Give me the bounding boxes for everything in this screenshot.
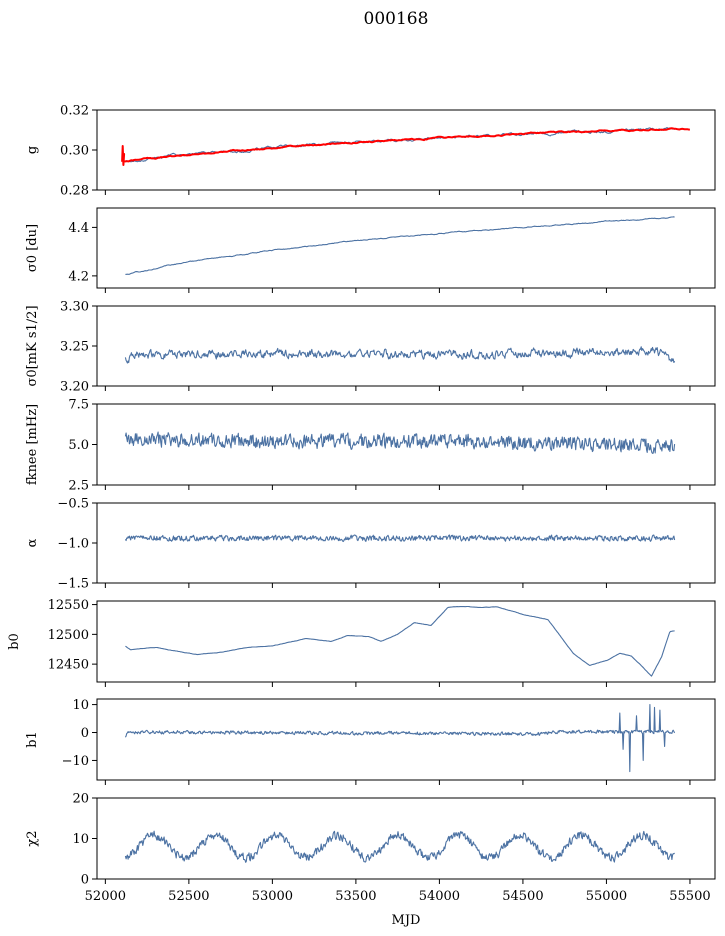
y-tick-label: 12550 <box>48 598 89 613</box>
panel-g: 0.28 0.30 0.32 g <box>25 104 716 199</box>
y-tick-label: 7.5 <box>68 398 89 413</box>
y-tick-label: 10 <box>72 698 89 713</box>
axes-frame-sigma0_du <box>96 207 716 289</box>
x-axis: 52000 52500 53000 53500 54000 54500 55000 55500 <box>85 889 711 904</box>
y-axis-label-sigma0_mks: σ0[mK s1/2] <box>25 305 40 386</box>
y-tick-label: 0.30 <box>60 144 89 159</box>
y-tick-label: 4.2 <box>68 269 89 284</box>
x-tick-label: 54500 <box>502 889 543 904</box>
y-tick-label: 3.20 <box>60 380 89 395</box>
y-tick-label: 20 <box>72 792 89 807</box>
y-tick-label: −1.5 <box>57 577 89 592</box>
x-axis-label: MJD <box>392 913 421 928</box>
axes-frame-alpha <box>96 502 716 584</box>
y-tick-label: −0.5 <box>57 497 89 512</box>
y-tick-label: 3.25 <box>60 340 89 355</box>
x-tick-label: 53500 <box>335 889 376 904</box>
x-tick-label: 55500 <box>669 889 710 904</box>
y-axis-label-alpha: α <box>25 538 40 547</box>
x-tick-label: 52000 <box>85 889 126 904</box>
series-line-alpha <box>124 534 676 543</box>
y-tick-label: 0 <box>81 726 89 741</box>
y-axis-label-b0: b0 <box>7 633 22 650</box>
series-line-chi2 <box>124 830 675 863</box>
x-tick-label: 54000 <box>419 889 460 904</box>
y-axis-label-g: g <box>25 146 40 154</box>
y-axis-label-b1: b1 <box>25 731 40 748</box>
y-tick-label: 0.32 <box>60 104 89 119</box>
series-line-b1 <box>124 704 676 773</box>
y-tick-label: −1.0 <box>57 537 89 552</box>
y-tick-label: 12500 <box>48 628 89 643</box>
series-line-fknee <box>124 431 676 454</box>
axes-frame-b0 <box>96 600 716 683</box>
y-tick-label: 0.28 <box>60 184 89 199</box>
axes-frame-b1 <box>96 698 716 781</box>
panels: 0.28 0.30 0.32 g 4.2 4.4 σ0 [du] 3.20 3.25 3.30 σ0… <box>7 104 716 888</box>
series-line-g <box>125 127 675 163</box>
x-tick-label: 52500 <box>168 889 209 904</box>
series-line-sigma0_du <box>125 216 675 275</box>
fit-line-g <box>121 127 690 166</box>
series-line-sigma0_mks <box>124 346 676 364</box>
panel-fknee: 2.5 5.0 7.5 fknee [mHz] <box>25 398 716 494</box>
panel-b1: −10 0 10 b1 <box>25 698 716 785</box>
y-tick-label: 12450 <box>48 658 89 673</box>
y-tick-label: 10 <box>72 832 89 847</box>
y-tick-label: −10 <box>62 754 89 769</box>
y-axis-label-chi2: χ2 <box>25 830 40 846</box>
panel-sigma0_mks: 3.20 3.25 3.30 σ0[mK s1/2] <box>25 300 716 395</box>
panel-b0: 12450 12500 12550 b0 <box>7 598 716 687</box>
x-tick-label: 55000 <box>586 889 627 904</box>
y-axis-label-fknee: fknee [mHz] <box>25 404 40 485</box>
axes-frame-g <box>96 109 716 191</box>
y-tick-label: 4.4 <box>68 221 89 236</box>
panel-sigma0_du: 4.2 4.4 σ0 [du] <box>25 207 716 293</box>
axes-frame-sigma0_mks <box>96 305 716 387</box>
series-line-b0 <box>125 605 675 677</box>
y-axis-label-sigma0_du: σ0 [du] <box>25 224 40 272</box>
x-tick-label: 53000 <box>252 889 293 904</box>
panel-alpha: −1.5 −1.0 −0.5 α <box>25 497 716 592</box>
y-tick-label: 5.0 <box>68 438 89 453</box>
chart-title: 000168 <box>364 9 429 29</box>
y-tick-label: 3.30 <box>60 300 89 315</box>
y-tick-label: 2.5 <box>68 479 89 494</box>
y-tick-label: 0 <box>81 873 89 888</box>
panel-chi2: 0 10 20 χ2 <box>25 792 716 888</box>
